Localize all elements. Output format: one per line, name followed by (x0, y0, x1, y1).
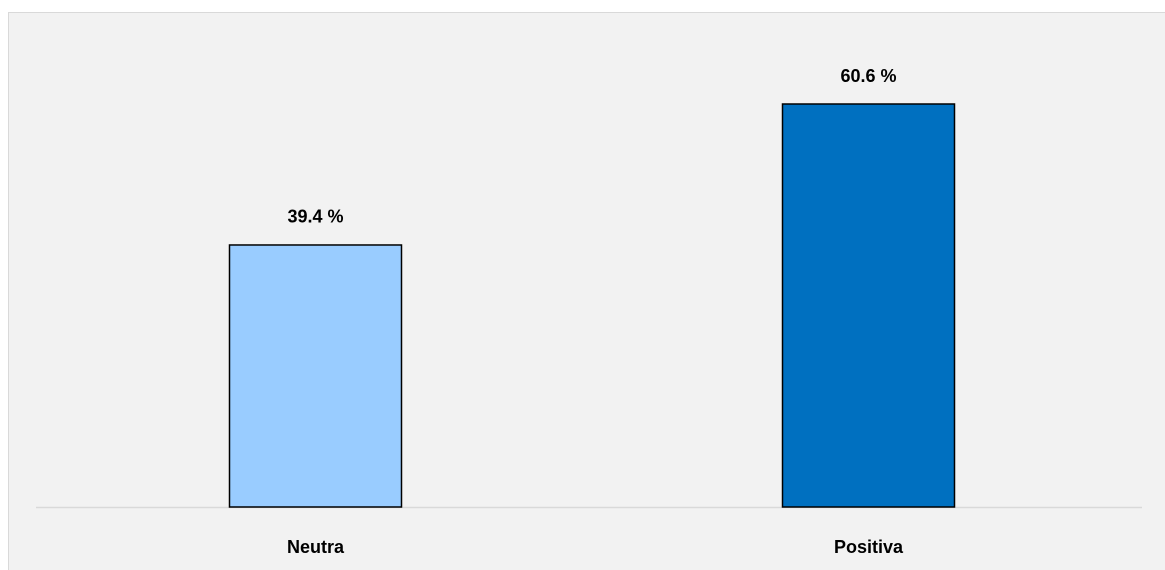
x-tick-label: Positiva (834, 537, 904, 557)
value-label: 60.6 % (840, 66, 896, 86)
bar (228, 244, 403, 508)
value-label: 39.4 % (287, 207, 343, 227)
x-tick-label: Neutra (287, 537, 345, 557)
bar (781, 103, 956, 508)
chart-frame (8, 12, 1165, 570)
